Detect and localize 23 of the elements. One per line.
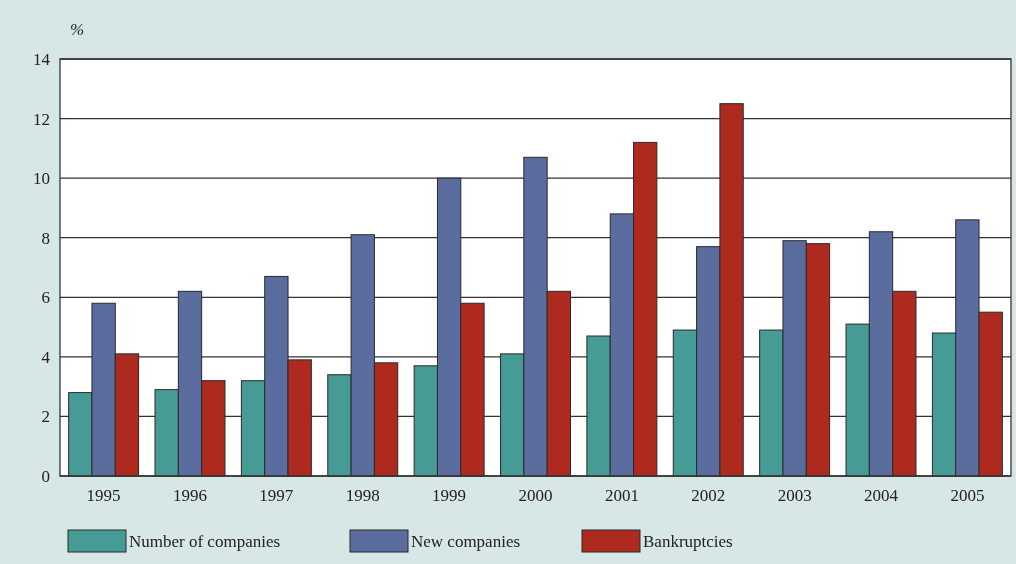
x-tick-label: 2001 xyxy=(604,486,639,505)
y-tick-label: 10 xyxy=(33,169,50,189)
x-tick-label: 1995 xyxy=(86,486,121,505)
y-tick-label: 8 xyxy=(41,228,50,248)
x-tick-label: 2003 xyxy=(777,486,812,505)
x-tick-label: 1998 xyxy=(345,486,380,505)
y-tick-label: 12 xyxy=(33,109,50,129)
x-tick-label: 1997 xyxy=(259,486,294,505)
x-tick-label: 2004 xyxy=(864,486,899,505)
x-tick-label: 1999 xyxy=(432,486,467,505)
x-tick-label: 1996 xyxy=(173,486,207,505)
legend-label: New companies xyxy=(411,532,521,551)
x-tick-label: 2002 xyxy=(691,486,726,505)
legend-label: Number of companies xyxy=(129,532,281,551)
x-tick-label: 2000 xyxy=(518,486,553,505)
y-tick-label: 2 xyxy=(41,407,50,427)
y-tick-label: 4 xyxy=(41,347,51,367)
y-tick-label: 14 xyxy=(33,49,51,69)
y-tick-label: 0 xyxy=(41,466,50,486)
legend-label: Bankruptcies xyxy=(643,532,733,551)
y-tick-label: 6 xyxy=(41,288,50,308)
x-tick-label: 2005 xyxy=(950,486,985,505)
y-axis-title: % xyxy=(70,20,85,39)
